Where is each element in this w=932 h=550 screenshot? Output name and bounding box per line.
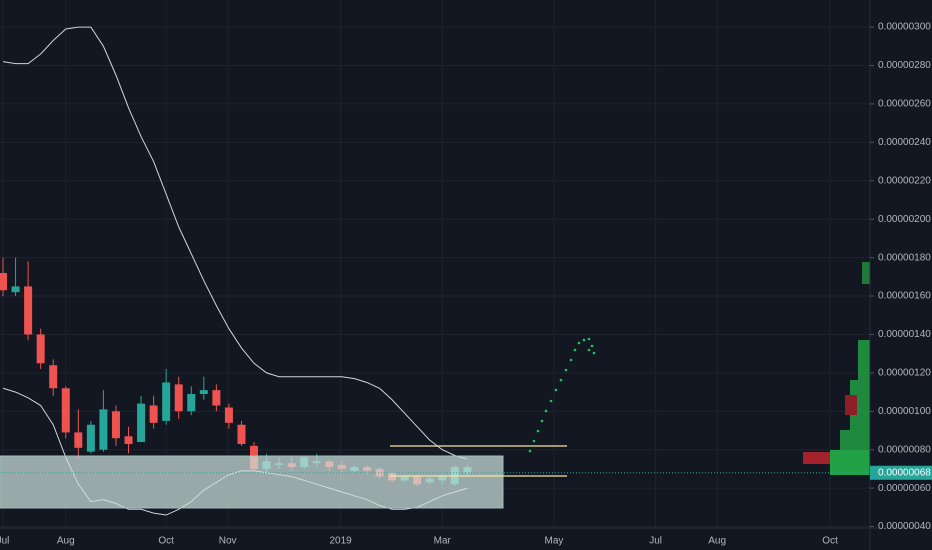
candle-body bbox=[174, 384, 183, 412]
x-tick-label: Jul bbox=[649, 536, 662, 547]
y-tick-label: 0.00000220 bbox=[878, 175, 931, 186]
candle-body bbox=[11, 286, 20, 293]
y-tick-label: 0.00000300 bbox=[878, 22, 931, 33]
candle-body bbox=[49, 365, 58, 389]
y-tick-label: 0.00000280 bbox=[878, 60, 931, 71]
candle-body bbox=[224, 407, 233, 423]
candle-body bbox=[0, 272, 8, 291]
y-tick-label: 0.00000120 bbox=[878, 368, 931, 379]
x-tick-label: May bbox=[545, 536, 564, 547]
y-tick-label: 0.00000200 bbox=[878, 214, 931, 225]
x-tick-label: Oct bbox=[158, 536, 174, 547]
projection bbox=[528, 337, 596, 453]
x-tick-label: Oct bbox=[822, 536, 838, 547]
last-price-box bbox=[870, 465, 932, 480]
candle-body bbox=[24, 286, 33, 335]
y-tick-label: 0.00000100 bbox=[878, 406, 931, 417]
range-box bbox=[0, 455, 504, 509]
x-tick-label: 2019 bbox=[329, 536, 352, 547]
y-tick-label: 0.00000160 bbox=[878, 291, 931, 302]
x-tick-label: Mar bbox=[434, 536, 452, 547]
y-tick-label: 0.00000140 bbox=[878, 329, 931, 340]
x-tick-label: Jul bbox=[0, 536, 9, 547]
candle-body bbox=[237, 424, 246, 444]
y-tick-label: 0.00000240 bbox=[878, 137, 931, 148]
x-tick-label: Aug bbox=[57, 536, 75, 547]
candle-body bbox=[199, 390, 208, 395]
candle-body bbox=[149, 405, 158, 423]
candle-body bbox=[111, 411, 120, 439]
candle-body bbox=[137, 403, 146, 443]
y-tick-label: 0.00000040 bbox=[878, 521, 931, 532]
last-price-label: 0.00000068 bbox=[878, 467, 931, 478]
y-tick-label: 0.00000080 bbox=[878, 444, 931, 455]
x-tick-label: Aug bbox=[708, 536, 726, 547]
candle-body bbox=[61, 388, 70, 433]
volume-profile bbox=[803, 262, 870, 475]
candle-body bbox=[124, 436, 133, 444]
candle-body bbox=[162, 382, 171, 421]
candle-body bbox=[99, 409, 108, 450]
band-upper bbox=[2, 26, 468, 460]
y-tick-label: 0.00000180 bbox=[878, 252, 931, 263]
candle-body bbox=[86, 424, 95, 452]
candle-body bbox=[212, 390, 221, 406]
y-tick-label: 0.00000060 bbox=[878, 483, 931, 494]
candle-body bbox=[187, 394, 196, 412]
candle-body bbox=[74, 432, 83, 448]
x-tick-label: Nov bbox=[219, 536, 237, 547]
candle-body bbox=[36, 334, 45, 364]
y-tick-label: 0.00000260 bbox=[878, 99, 931, 110]
